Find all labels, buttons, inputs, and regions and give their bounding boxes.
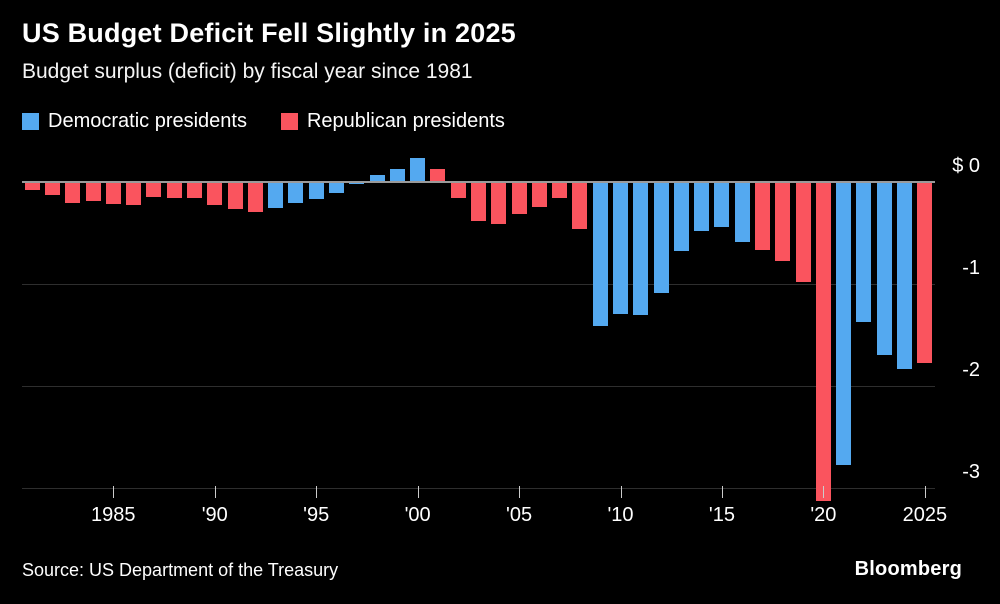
bloomberg-logo: Bloomberg [854,558,962,580]
bar-1987 [146,182,162,198]
x-axis-tick-2025 [924,486,926,498]
bar-2007 [552,182,568,199]
y-axis-label-$0: $ 0 [952,155,980,177]
bar-1989 [186,182,202,198]
x-axis-label-2025: 2025 [902,504,948,526]
bar-2006 [531,182,547,208]
republican-color-swatch [280,113,298,130]
bar-2022 [856,182,872,323]
x-axis-label-2010: '10 [607,504,634,526]
x-axis-tick-1985 [113,486,115,498]
gridline--3 [22,488,935,489]
bar-1988 [166,182,182,198]
bar-2008 [572,182,588,229]
x-axis-tick-1990 [214,486,216,498]
bar-1981 [24,182,40,191]
x-axis-tick-2015 [721,486,723,498]
bar-2011 [633,182,649,315]
x-axis-tick-2010 [620,486,622,498]
y-axis-label--3: -3 [962,461,980,483]
bar-1996 [328,182,344,193]
source-text: Source: US Department of the Treasury [22,560,339,580]
bar-2015 [714,182,730,228]
bar-2009 [592,182,608,327]
y-axis-label--2: -2 [962,359,980,381]
bar-2025 [917,182,933,364]
y-axis-label--1: -1 [962,257,980,279]
x-axis-label-1995: '95 [303,504,330,526]
x-axis-label-1990: '90 [201,504,228,526]
gridline--1 [22,284,935,285]
bar-1983 [65,182,81,204]
bar-2023 [876,182,892,355]
bar-2013 [673,182,689,252]
bar-2019 [795,182,811,283]
chart-subtitle: Budget surplus (deficit) by fiscal year … [22,60,473,83]
bar-1991 [227,182,243,210]
bar-1994 [288,182,304,203]
bar-2004 [491,182,507,225]
x-axis-tick-2000 [417,486,419,498]
chart-title: US Budget Deficit Fell Slightly in 2025 [22,18,516,48]
bar-2012 [653,182,669,293]
bar-2024 [897,182,913,369]
bar-2002 [450,182,466,199]
chart-legend: Democratic presidents Republican preside… [22,110,505,133]
bar-1986 [126,182,142,205]
bar-1982 [44,182,60,196]
x-axis-tick-1995 [316,486,318,498]
bar-1984 [85,182,101,201]
bar-2014 [694,182,710,232]
bar-1998 [369,174,385,182]
zero-baseline [22,181,935,183]
gridline--2 [22,386,935,387]
bar-2001 [430,168,446,182]
bar-2021 [836,182,852,465]
democratic-color-swatch [22,113,39,130]
bar-2018 [775,182,791,262]
x-axis-label-2005: '05 [506,504,533,526]
x-axis-label-2020: '20 [810,504,837,526]
legend-label-republican: Republican presidents [306,110,505,132]
bar-1992 [247,182,263,212]
bar-2010 [613,182,629,314]
x-axis-label-2015: '15 [708,504,735,526]
bar-2005 [511,182,527,215]
bar-2020 [815,182,831,502]
bar-1993 [268,182,284,208]
x-axis-label-1985: 1985 [91,504,136,526]
legend-item-democratic: Democratic presidents [22,110,247,133]
x-axis-label-2000: '00 [404,504,431,526]
bar-1990 [207,182,223,205]
bar-1997 [349,182,365,185]
x-axis-tick-2005 [519,486,521,498]
bar-2000 [410,157,426,182]
bar-2003 [471,182,486,221]
bar-1999 [389,169,405,182]
legend-item-republican: Republican presidents [280,110,505,133]
bar-2016 [734,182,750,242]
x-axis-tick-2020 [823,486,825,498]
legend-label-democratic: Democratic presidents [48,110,247,132]
bar-1995 [308,182,324,199]
bar-1985 [105,182,121,204]
bar-2017 [755,182,771,250]
